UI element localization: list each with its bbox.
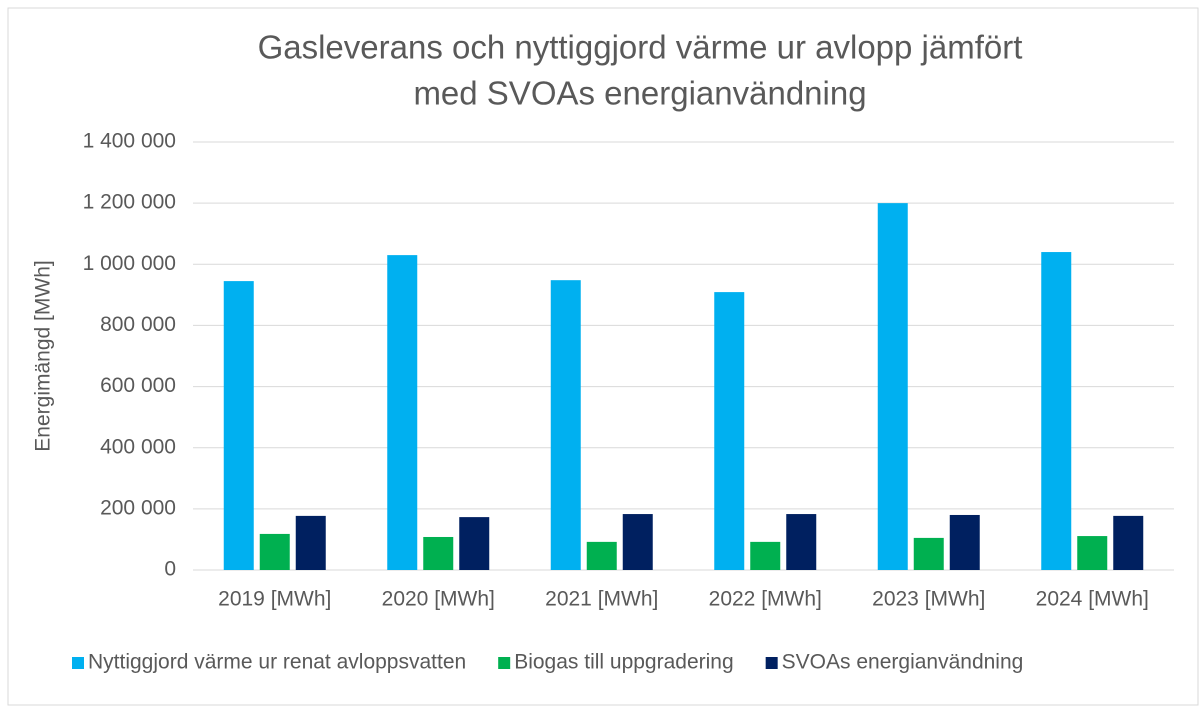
y-tick-label: 1 000 000: [83, 252, 176, 275]
x-tick-label: 2022 [MWh]: [709, 588, 822, 611]
bar: [714, 292, 745, 570]
bar: [550, 280, 581, 570]
bar: [949, 514, 980, 570]
legend-swatch: [72, 657, 84, 669]
y-tick-label: 1 200 000: [83, 191, 176, 214]
bar: [223, 281, 254, 570]
y-axis-label: Energimängd [MWh]: [32, 260, 55, 451]
x-tick-label: 2019 [MWh]: [218, 588, 331, 611]
legend-swatch: [765, 657, 778, 669]
bar: [387, 255, 418, 570]
y-tick-label: 1 400 000: [83, 130, 176, 153]
bar: [1077, 536, 1108, 570]
y-tick-label: 800 000: [100, 313, 176, 336]
chart-border: [7, 7, 1199, 706]
y-tick-label: 0: [164, 558, 176, 581]
chart-title: Gasleverans och nyttiggjord värme ur avl…: [258, 29, 1023, 66]
bar: [786, 514, 817, 570]
x-tick-label: 2024 [MWh]: [1036, 588, 1149, 611]
bar: [586, 541, 617, 570]
x-tick-label: 2021 [MWh]: [545, 588, 658, 611]
y-tick-label: 600 000: [100, 374, 176, 397]
bar: [1041, 252, 1072, 571]
legend-label: Biogas till uppgradering: [514, 651, 733, 674]
bar: [1113, 515, 1144, 570]
bar: [750, 541, 781, 570]
legend-label: Nyttiggjord värme ur renat avloppsvatten: [88, 651, 466, 674]
bar: [295, 515, 326, 570]
x-tick-label: 2020 [MWh]: [382, 588, 495, 611]
bar: [259, 533, 290, 570]
legend-swatch: [498, 657, 511, 669]
x-tick-label: 2023 [MWh]: [872, 588, 985, 611]
chart-title: med SVOAs energianvändning: [413, 75, 866, 112]
y-tick-label: 400 000: [100, 435, 176, 458]
legend-label: SVOAs energianvändning: [782, 651, 1024, 674]
y-tick-label: 200 000: [100, 496, 176, 519]
bar: [622, 514, 653, 570]
bar: [877, 203, 908, 570]
bar: [423, 536, 454, 570]
bar: [913, 537, 944, 570]
bar: [459, 517, 490, 570]
